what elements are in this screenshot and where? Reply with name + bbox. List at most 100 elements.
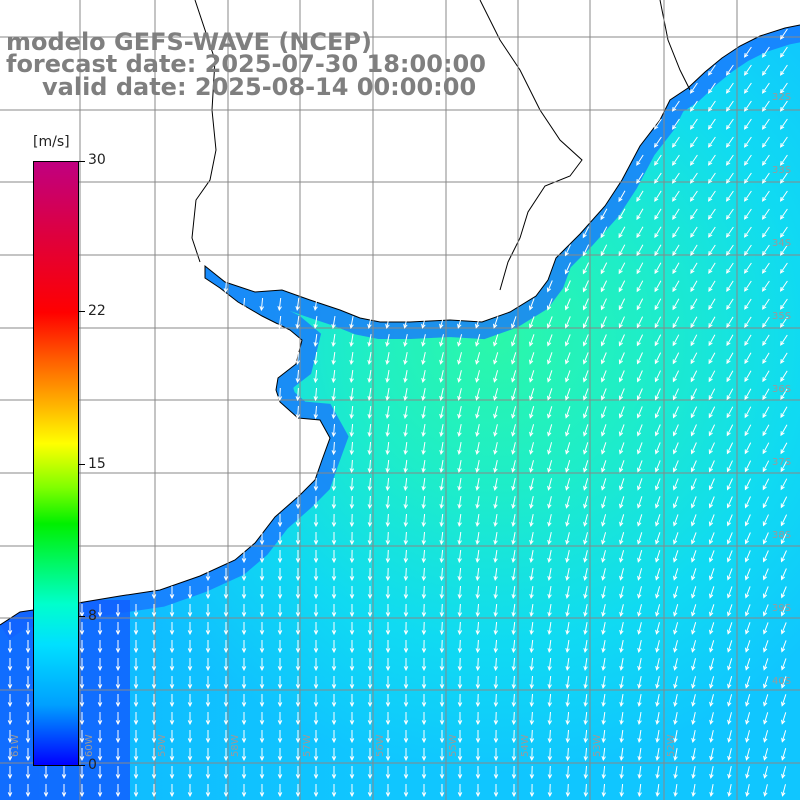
wind-arrow: [672, 244, 680, 257]
wind-arrow: [529, 334, 535, 347]
wind-arrow: [637, 550, 643, 563]
wind-arrow: [403, 658, 409, 672]
wind-arrow: [205, 748, 211, 762]
wind-arrow: [601, 747, 606, 762]
wind-arrow: [475, 406, 480, 419]
wind-arrow: [349, 531, 355, 546]
wind-arrow: [421, 676, 427, 690]
wind-arrow: [331, 316, 336, 329]
wind-arrow: [707, 172, 716, 184]
wind-arrow: [637, 622, 642, 635]
wind-arrow: [259, 784, 265, 798]
wind-arrow: [349, 766, 355, 780]
wind-arrow: [421, 567, 427, 582]
wind-arrow: [241, 604, 247, 618]
wind-arrow: [744, 586, 751, 599]
wind-arrow: [457, 405, 462, 419]
wind-arrow: [511, 460, 516, 473]
wind-arrow: [601, 729, 606, 744]
wind-arrow: [761, 82, 770, 94]
wind-arrow: [313, 712, 319, 726]
wind-arrow: [475, 442, 480, 455]
wind-arrow: [385, 604, 391, 618]
wind-arrow: [725, 82, 734, 94]
wind-arrow: [367, 316, 372, 329]
wind-arrow: [403, 477, 408, 492]
wind-arrow: [493, 748, 499, 762]
wind-arrow: [744, 370, 752, 383]
wind-arrow: [582, 280, 589, 293]
wind-arrow: [779, 226, 788, 238]
wind-arrow: [654, 316, 662, 329]
wind-arrow: [707, 136, 716, 148]
wind-arrow: [493, 729, 499, 744]
wind-arrow: [744, 460, 752, 473]
wind-arrow: [313, 316, 318, 329]
wind-arrow: [637, 460, 643, 473]
wind-arrow: [708, 316, 716, 329]
wind-arrow: [708, 280, 716, 293]
wind-arrow: [583, 676, 588, 689]
wind-arrow: [475, 352, 481, 365]
wind-arrow: [761, 280, 770, 292]
wind-arrow: [457, 316, 463, 329]
wind-arrow: [385, 459, 390, 474]
wind-arrow: [547, 729, 553, 744]
wind-arrow: [115, 748, 121, 762]
wind-arrow: [223, 640, 229, 654]
wind-arrow: [709, 766, 714, 779]
wind-arrow: [277, 604, 283, 618]
wind-arrow: [673, 514, 679, 527]
wind-arrow: [618, 334, 625, 347]
wind-arrow: [475, 730, 481, 744]
wind-arrow: [745, 676, 751, 689]
wind-arrow: [655, 730, 660, 743]
wind-arrow: [655, 550, 661, 563]
wind-arrow: [601, 460, 607, 473]
wind-arrow: [529, 747, 535, 762]
wind-arrow: [241, 730, 247, 744]
wind-arrow: [762, 496, 770, 509]
wind-arrow: [511, 550, 516, 563]
latitude-label: 37S: [772, 457, 791, 468]
latitude-label: 38S: [772, 530, 791, 541]
wind-arrow: [511, 496, 516, 509]
wind-arrow: [7, 730, 13, 744]
wind-arrow: [618, 244, 626, 257]
wind-arrow: [205, 622, 211, 636]
wind-arrow: [780, 640, 787, 653]
wind-arrow: [654, 190, 662, 203]
wind-arrow: [637, 639, 642, 653]
wind-arrow: [151, 658, 157, 672]
wind-arrow: [259, 766, 265, 780]
wind-arrow: [313, 766, 319, 780]
wind-arrow: [619, 640, 624, 653]
wind-arrow: [547, 568, 552, 582]
wind-arrow: [97, 640, 103, 654]
wind-arrow: [547, 604, 552, 617]
wind-arrow: [457, 712, 463, 726]
wind-arrow: [493, 442, 498, 455]
wind-arrow: [295, 532, 301, 546]
wind-arrow: [403, 567, 409, 582]
wind-arrow: [583, 622, 588, 636]
wind-arrow: [331, 405, 337, 420]
wind-arrow: [403, 621, 409, 636]
wind-arrow: [725, 100, 734, 112]
wind-arrow: [619, 568, 624, 581]
wind-arrow: [439, 496, 444, 509]
wind-arrow: [743, 64, 752, 76]
wind-arrow: [151, 640, 157, 654]
wind-arrow: [475, 693, 481, 708]
wind-arrow: [277, 784, 283, 798]
wind-arrow: [493, 459, 498, 473]
colorbar-tick: [79, 765, 85, 766]
wind-arrow: [529, 783, 535, 798]
wind-arrow: [259, 658, 265, 672]
wind-arrow: [672, 442, 679, 455]
wind-arrow: [547, 586, 552, 599]
wind-arrow: [511, 514, 516, 528]
wind-arrow: [761, 262, 770, 274]
wind-arrow: [187, 730, 193, 744]
wind-arrow: [331, 784, 337, 798]
